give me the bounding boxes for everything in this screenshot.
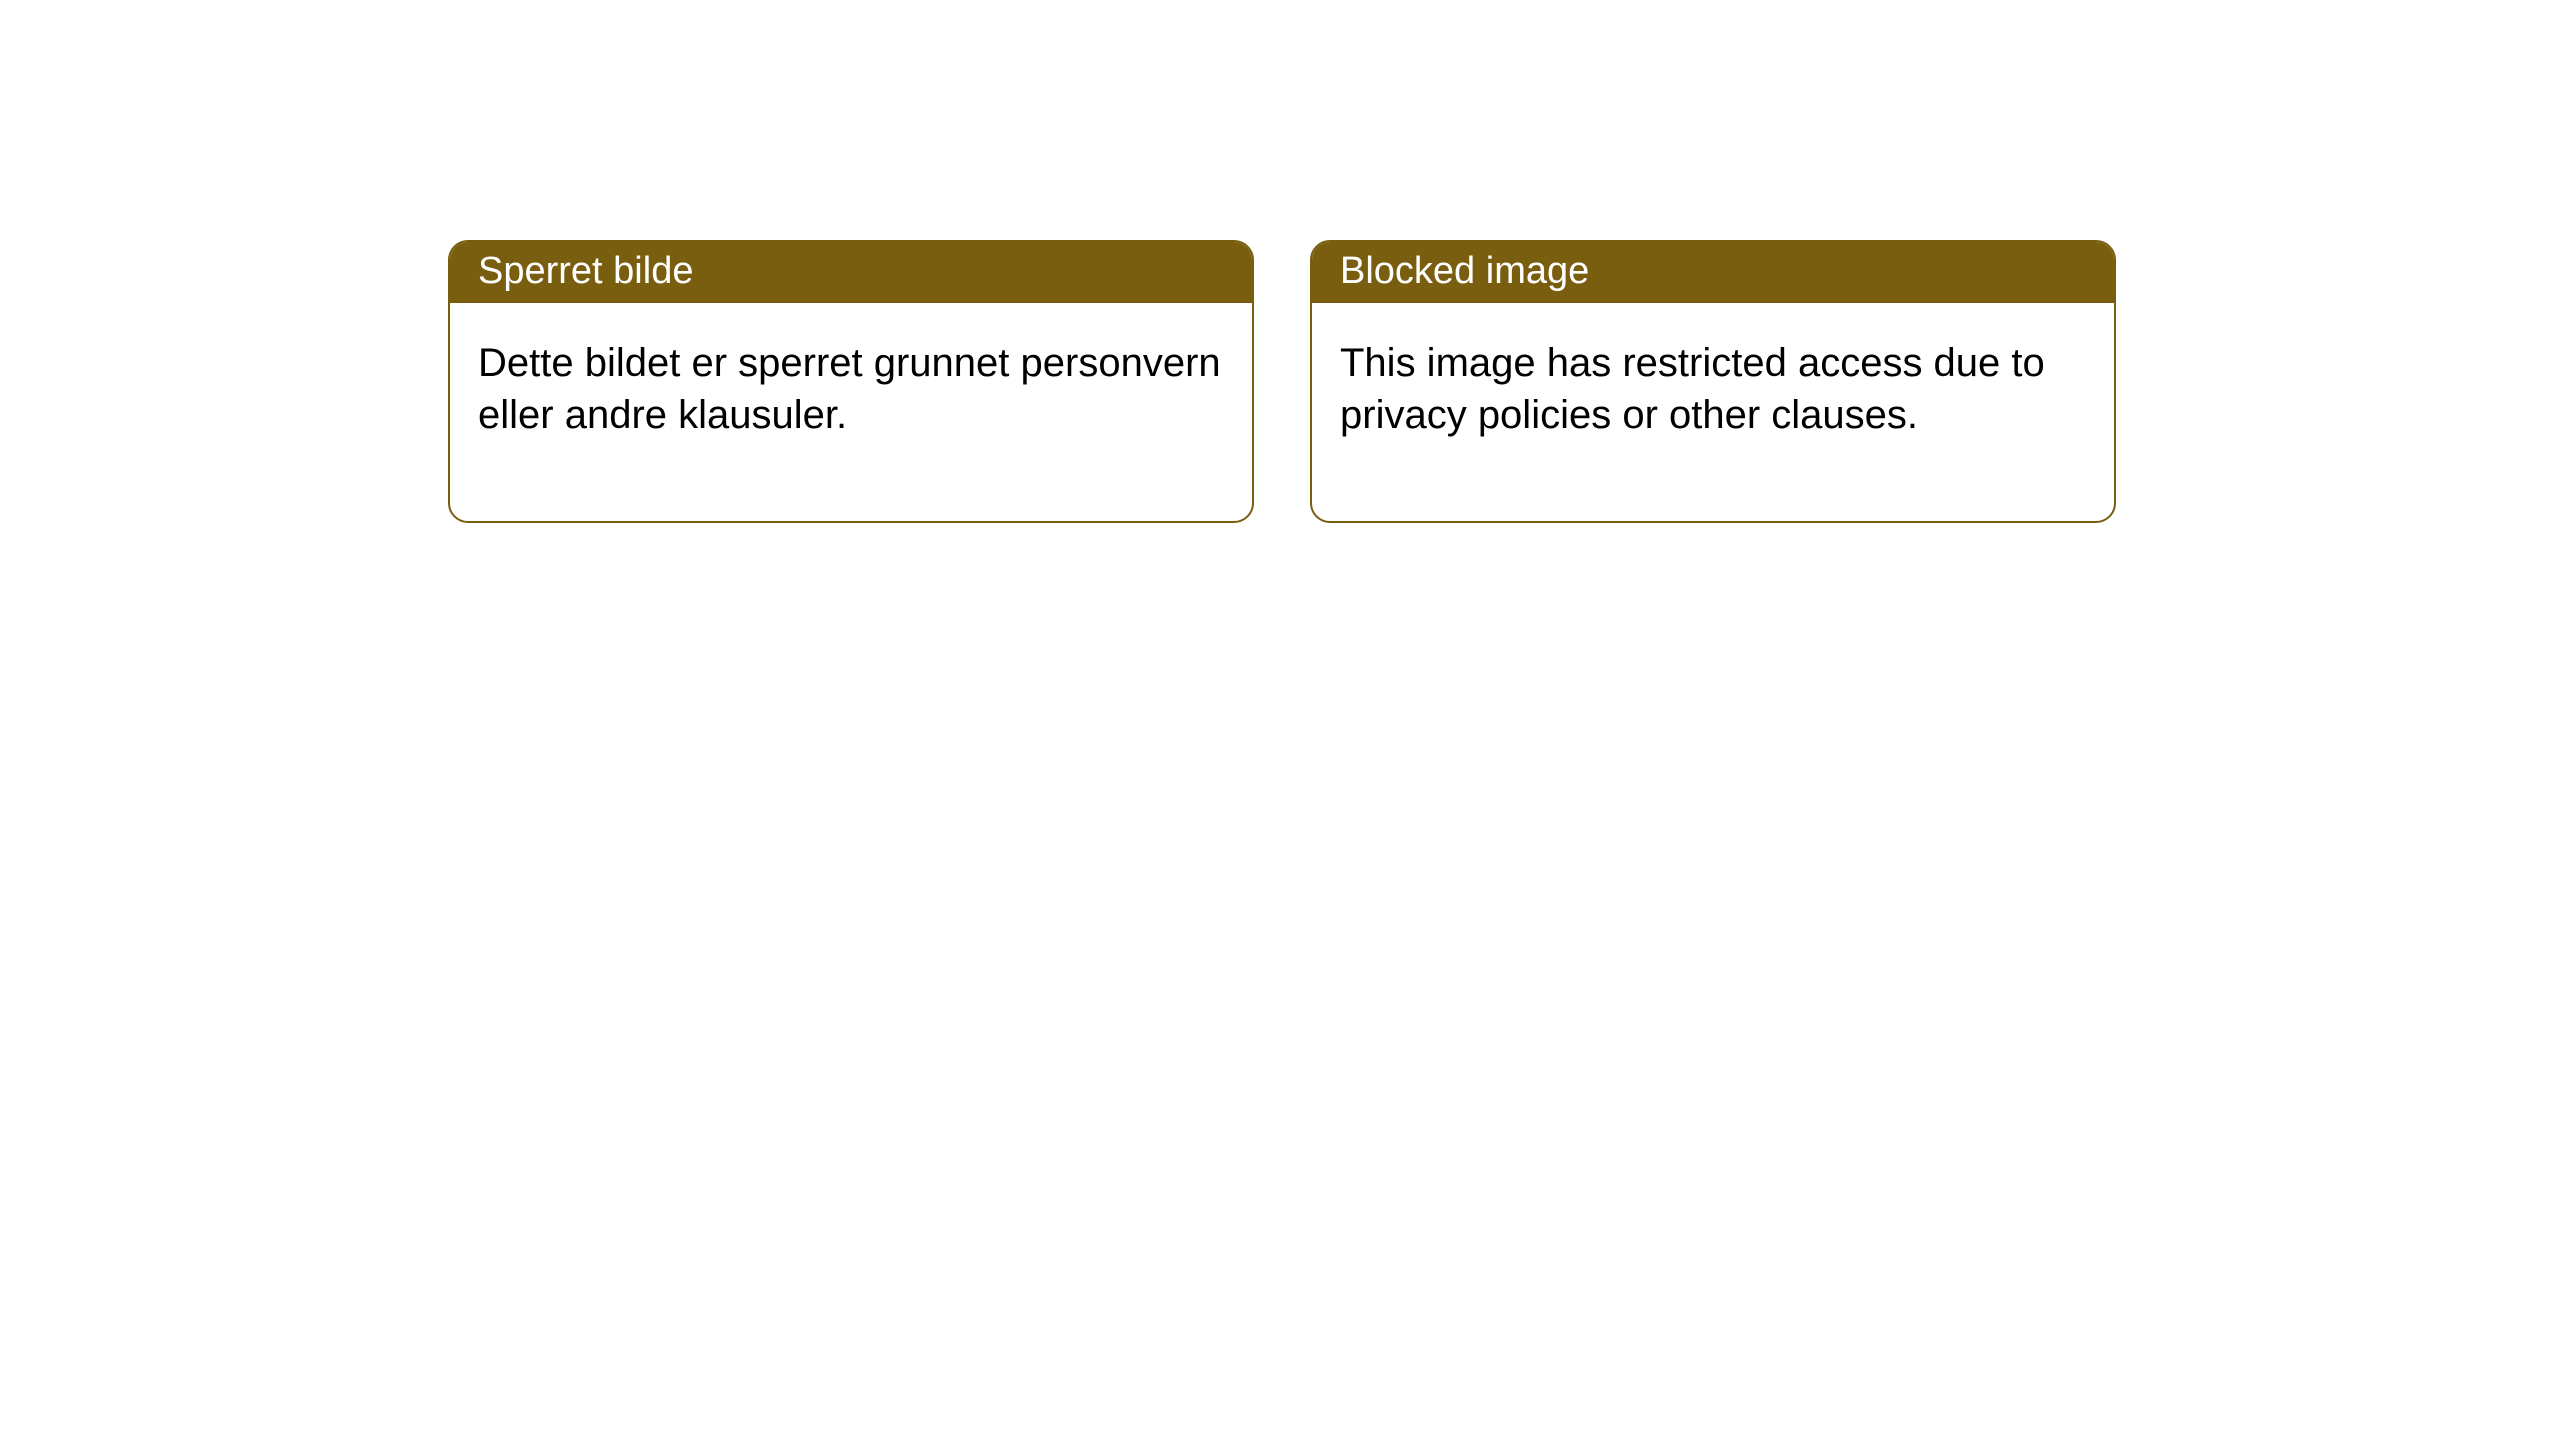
blocked-image-card-en: Blocked image This image has restricted … <box>1310 240 2116 523</box>
card-container: Sperret bilde Dette bildet er sperret gr… <box>0 0 2560 523</box>
blocked-image-card-no: Sperret bilde Dette bildet er sperret gr… <box>448 240 1254 523</box>
card-title: Sperret bilde <box>450 242 1252 303</box>
card-body: This image has restricted access due to … <box>1312 303 2114 521</box>
card-title: Blocked image <box>1312 242 2114 303</box>
card-body: Dette bildet er sperret grunnet personve… <box>450 303 1252 521</box>
